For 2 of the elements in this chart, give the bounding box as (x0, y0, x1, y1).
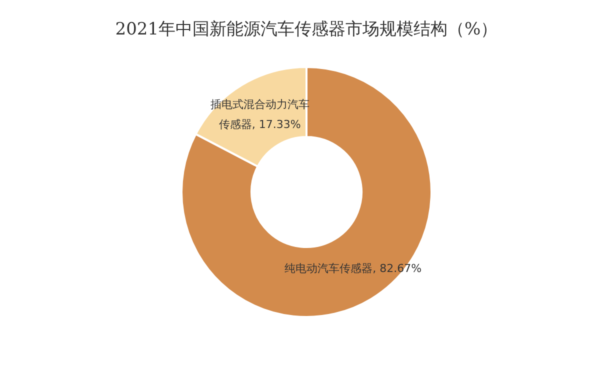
slice-label: 插电式混合动力汽车传感器, 17.33% (210, 98, 310, 131)
chart-title: 2021年中国新能源汽车传感器市场规模结构（%） (115, 19, 498, 40)
